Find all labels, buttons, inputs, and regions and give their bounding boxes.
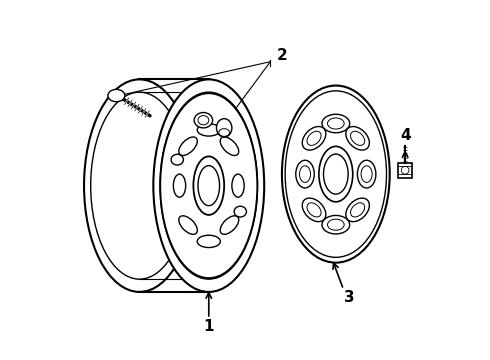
Ellipse shape	[327, 219, 344, 230]
Ellipse shape	[296, 160, 314, 188]
Ellipse shape	[350, 131, 365, 145]
Ellipse shape	[319, 147, 353, 202]
Ellipse shape	[220, 137, 239, 156]
Ellipse shape	[322, 114, 350, 133]
Ellipse shape	[307, 203, 321, 217]
Ellipse shape	[346, 127, 369, 150]
Ellipse shape	[357, 160, 376, 188]
Ellipse shape	[346, 198, 369, 222]
Ellipse shape	[282, 86, 390, 263]
Ellipse shape	[160, 92, 258, 279]
Text: 1: 1	[203, 319, 214, 334]
Ellipse shape	[197, 235, 220, 248]
Ellipse shape	[194, 156, 224, 215]
Ellipse shape	[327, 118, 344, 129]
Ellipse shape	[217, 119, 232, 137]
Ellipse shape	[302, 127, 326, 150]
Text: 4: 4	[400, 128, 411, 143]
Ellipse shape	[108, 89, 125, 102]
Ellipse shape	[232, 174, 244, 197]
Text: 3: 3	[344, 290, 355, 305]
Ellipse shape	[350, 203, 365, 217]
Ellipse shape	[160, 93, 257, 278]
Ellipse shape	[361, 166, 372, 183]
Bar	[398, 163, 412, 178]
Ellipse shape	[197, 124, 220, 136]
Ellipse shape	[299, 166, 311, 183]
Text: 2: 2	[276, 48, 287, 63]
Ellipse shape	[302, 198, 326, 222]
Ellipse shape	[179, 137, 197, 156]
Ellipse shape	[220, 216, 239, 234]
Ellipse shape	[173, 174, 186, 197]
Ellipse shape	[171, 154, 183, 165]
Ellipse shape	[179, 216, 197, 234]
Ellipse shape	[194, 112, 213, 128]
Ellipse shape	[234, 206, 246, 217]
Ellipse shape	[307, 131, 321, 145]
Ellipse shape	[322, 215, 350, 234]
Ellipse shape	[153, 80, 264, 292]
